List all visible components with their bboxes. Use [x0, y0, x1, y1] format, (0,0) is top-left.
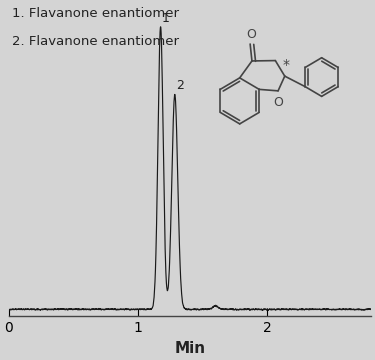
Text: 2: 2: [176, 79, 184, 92]
Text: *: *: [283, 58, 290, 72]
Text: 1. Flavanone enantiomer: 1. Flavanone enantiomer: [12, 7, 179, 20]
Text: 2. Flavanone enantiomer: 2. Flavanone enantiomer: [12, 35, 179, 48]
Text: O: O: [246, 28, 256, 41]
X-axis label: Min: Min: [174, 341, 205, 356]
Text: 1: 1: [162, 12, 170, 24]
Text: O: O: [273, 96, 283, 109]
